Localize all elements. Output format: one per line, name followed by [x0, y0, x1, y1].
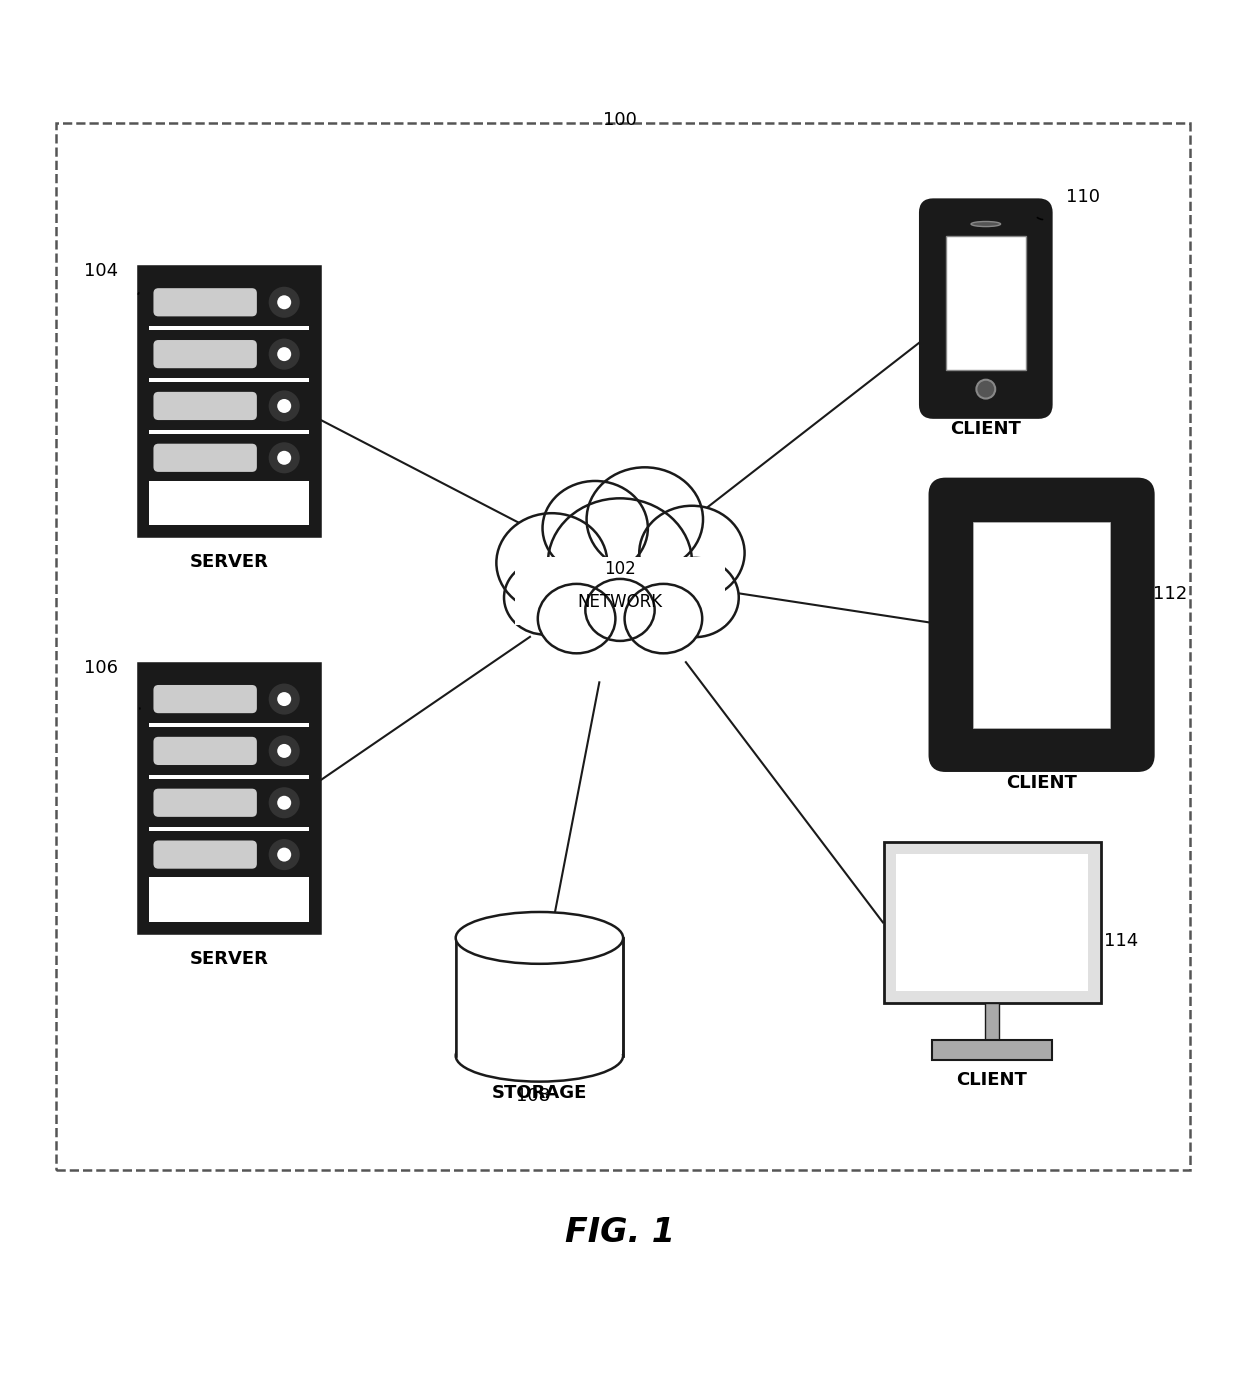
- Circle shape: [269, 736, 300, 766]
- FancyBboxPatch shape: [139, 665, 320, 931]
- Circle shape: [976, 380, 996, 399]
- Ellipse shape: [587, 467, 703, 571]
- Ellipse shape: [543, 481, 647, 575]
- Circle shape: [269, 442, 300, 474]
- FancyBboxPatch shape: [154, 685, 257, 714]
- Ellipse shape: [456, 912, 624, 963]
- Bar: [149, 877, 310, 922]
- Bar: [149, 434, 310, 482]
- Circle shape: [278, 744, 291, 758]
- Bar: [972, 523, 1111, 728]
- Bar: [515, 557, 725, 625]
- Circle shape: [278, 295, 291, 309]
- Circle shape: [278, 346, 291, 362]
- Ellipse shape: [971, 222, 1001, 226]
- Bar: [149, 830, 310, 879]
- Ellipse shape: [650, 557, 739, 638]
- Bar: [149, 675, 310, 723]
- Bar: [149, 726, 310, 775]
- Text: 108: 108: [516, 1088, 551, 1105]
- Circle shape: [278, 848, 291, 862]
- Bar: [883, 841, 1101, 1003]
- Bar: [932, 1041, 1052, 1060]
- Circle shape: [269, 683, 300, 715]
- FancyBboxPatch shape: [920, 200, 1052, 417]
- Circle shape: [278, 692, 291, 705]
- Circle shape: [269, 787, 300, 818]
- Ellipse shape: [538, 584, 615, 653]
- Bar: [149, 481, 310, 525]
- Circle shape: [278, 450, 291, 464]
- Bar: [149, 279, 310, 525]
- Ellipse shape: [640, 506, 744, 600]
- Circle shape: [278, 399, 291, 413]
- FancyBboxPatch shape: [154, 789, 257, 816]
- Circle shape: [269, 287, 300, 317]
- Text: 104: 104: [83, 262, 118, 280]
- Circle shape: [269, 839, 300, 870]
- Bar: [149, 383, 310, 430]
- Bar: [149, 279, 310, 326]
- Ellipse shape: [548, 499, 692, 628]
- FancyBboxPatch shape: [930, 480, 1153, 769]
- FancyBboxPatch shape: [154, 737, 257, 765]
- Bar: [149, 675, 310, 922]
- Ellipse shape: [503, 560, 588, 635]
- Text: 114: 114: [1104, 931, 1138, 949]
- Text: CLIENT: CLIENT: [950, 420, 1022, 438]
- Text: SERVER: SERVER: [190, 553, 269, 571]
- FancyBboxPatch shape: [154, 288, 257, 316]
- Text: 102: 102: [604, 560, 636, 578]
- Text: SERVER: SERVER: [190, 949, 269, 967]
- Circle shape: [269, 391, 300, 421]
- Bar: [895, 854, 1089, 991]
- Text: CLIENT: CLIENT: [956, 1071, 1028, 1089]
- Bar: [456, 938, 622, 1056]
- Text: CLIENT: CLIENT: [1006, 773, 1078, 791]
- Text: 110: 110: [1066, 188, 1100, 207]
- Text: NETWORK: NETWORK: [578, 593, 662, 611]
- Ellipse shape: [496, 513, 608, 613]
- Bar: [149, 330, 310, 378]
- Bar: [56, 122, 1190, 1170]
- FancyBboxPatch shape: [154, 392, 257, 420]
- Text: 112: 112: [1153, 585, 1188, 603]
- Text: 106: 106: [84, 660, 118, 678]
- Ellipse shape: [456, 1030, 624, 1081]
- Bar: [456, 940, 622, 1055]
- Bar: [985, 1003, 999, 1041]
- FancyBboxPatch shape: [154, 840, 257, 869]
- Bar: [946, 236, 1027, 370]
- FancyBboxPatch shape: [154, 340, 257, 369]
- FancyBboxPatch shape: [154, 444, 257, 471]
- Circle shape: [269, 338, 300, 370]
- Ellipse shape: [625, 584, 702, 653]
- Text: 100: 100: [603, 111, 637, 129]
- FancyBboxPatch shape: [139, 269, 320, 535]
- Text: FIG. 1: FIG. 1: [565, 1216, 675, 1249]
- Ellipse shape: [585, 579, 655, 640]
- Circle shape: [278, 796, 291, 809]
- Bar: [149, 779, 310, 827]
- Text: STORAGE: STORAGE: [492, 1084, 587, 1102]
